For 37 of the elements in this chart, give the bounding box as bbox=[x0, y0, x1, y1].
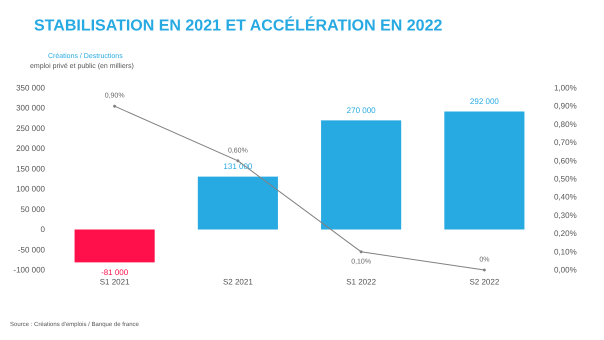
y2-tick-label: 0,30% bbox=[554, 210, 577, 220]
point bbox=[113, 104, 116, 108]
y-tick-label: 0 bbox=[40, 225, 46, 234]
point bbox=[360, 250, 363, 254]
point bbox=[236, 159, 240, 162]
x-tick-label: S2 2021 bbox=[222, 278, 254, 286]
data-label: -81 000 bbox=[101, 268, 129, 277]
y-tick-label: -50 000 bbox=[18, 245, 46, 254]
bar bbox=[74, 230, 155, 262]
point bbox=[482, 268, 486, 272]
y-tick-label: 50 000 bbox=[20, 204, 46, 214]
x-tick-label: S1 2022 bbox=[346, 278, 377, 286]
y-tick-label: 250 000 bbox=[16, 124, 46, 133]
bar bbox=[321, 120, 402, 230]
y2-tick-label: 0,40% bbox=[554, 192, 577, 202]
y-tick-label: 200 000 bbox=[16, 144, 46, 154]
y2-tick-label: 0,20% bbox=[554, 229, 577, 238]
bar bbox=[444, 111, 524, 230]
y2-tick-label: 0,90% bbox=[554, 102, 577, 111]
y2-tick-label: 0,10% bbox=[554, 247, 577, 256]
y2-tick-label: 0,60% bbox=[554, 156, 577, 166]
y2-tick-label: 0,80% bbox=[554, 120, 577, 129]
y2-tick-label: 0,50% bbox=[554, 174, 577, 184]
y2-tick-label: 0,00% bbox=[554, 266, 577, 274]
y-tick-label: 150 000 bbox=[16, 164, 46, 174]
chart-title: STABILISATION EN 2021 ET ACCÉLÉRATION EN 2022 bbox=[34, 16, 442, 34]
y2-tick-label: 0,70% bbox=[554, 138, 577, 148]
y-tick-label: -100 000 bbox=[13, 266, 46, 274]
y-tick-label: 300 000 bbox=[16, 104, 46, 113]
y2-tick-label: 1,00% bbox=[554, 84, 577, 92]
x-tick-label: S2 2022 bbox=[469, 278, 500, 286]
bar bbox=[198, 176, 278, 230]
y-tick-label: 350 000 bbox=[16, 84, 46, 92]
y-tick-label: 100 000 bbox=[16, 184, 46, 194]
x-tick-label: S1 2021 bbox=[100, 278, 130, 286]
data-label: 270 000 bbox=[346, 106, 376, 115]
data-label: 292 000 bbox=[470, 96, 500, 106]
